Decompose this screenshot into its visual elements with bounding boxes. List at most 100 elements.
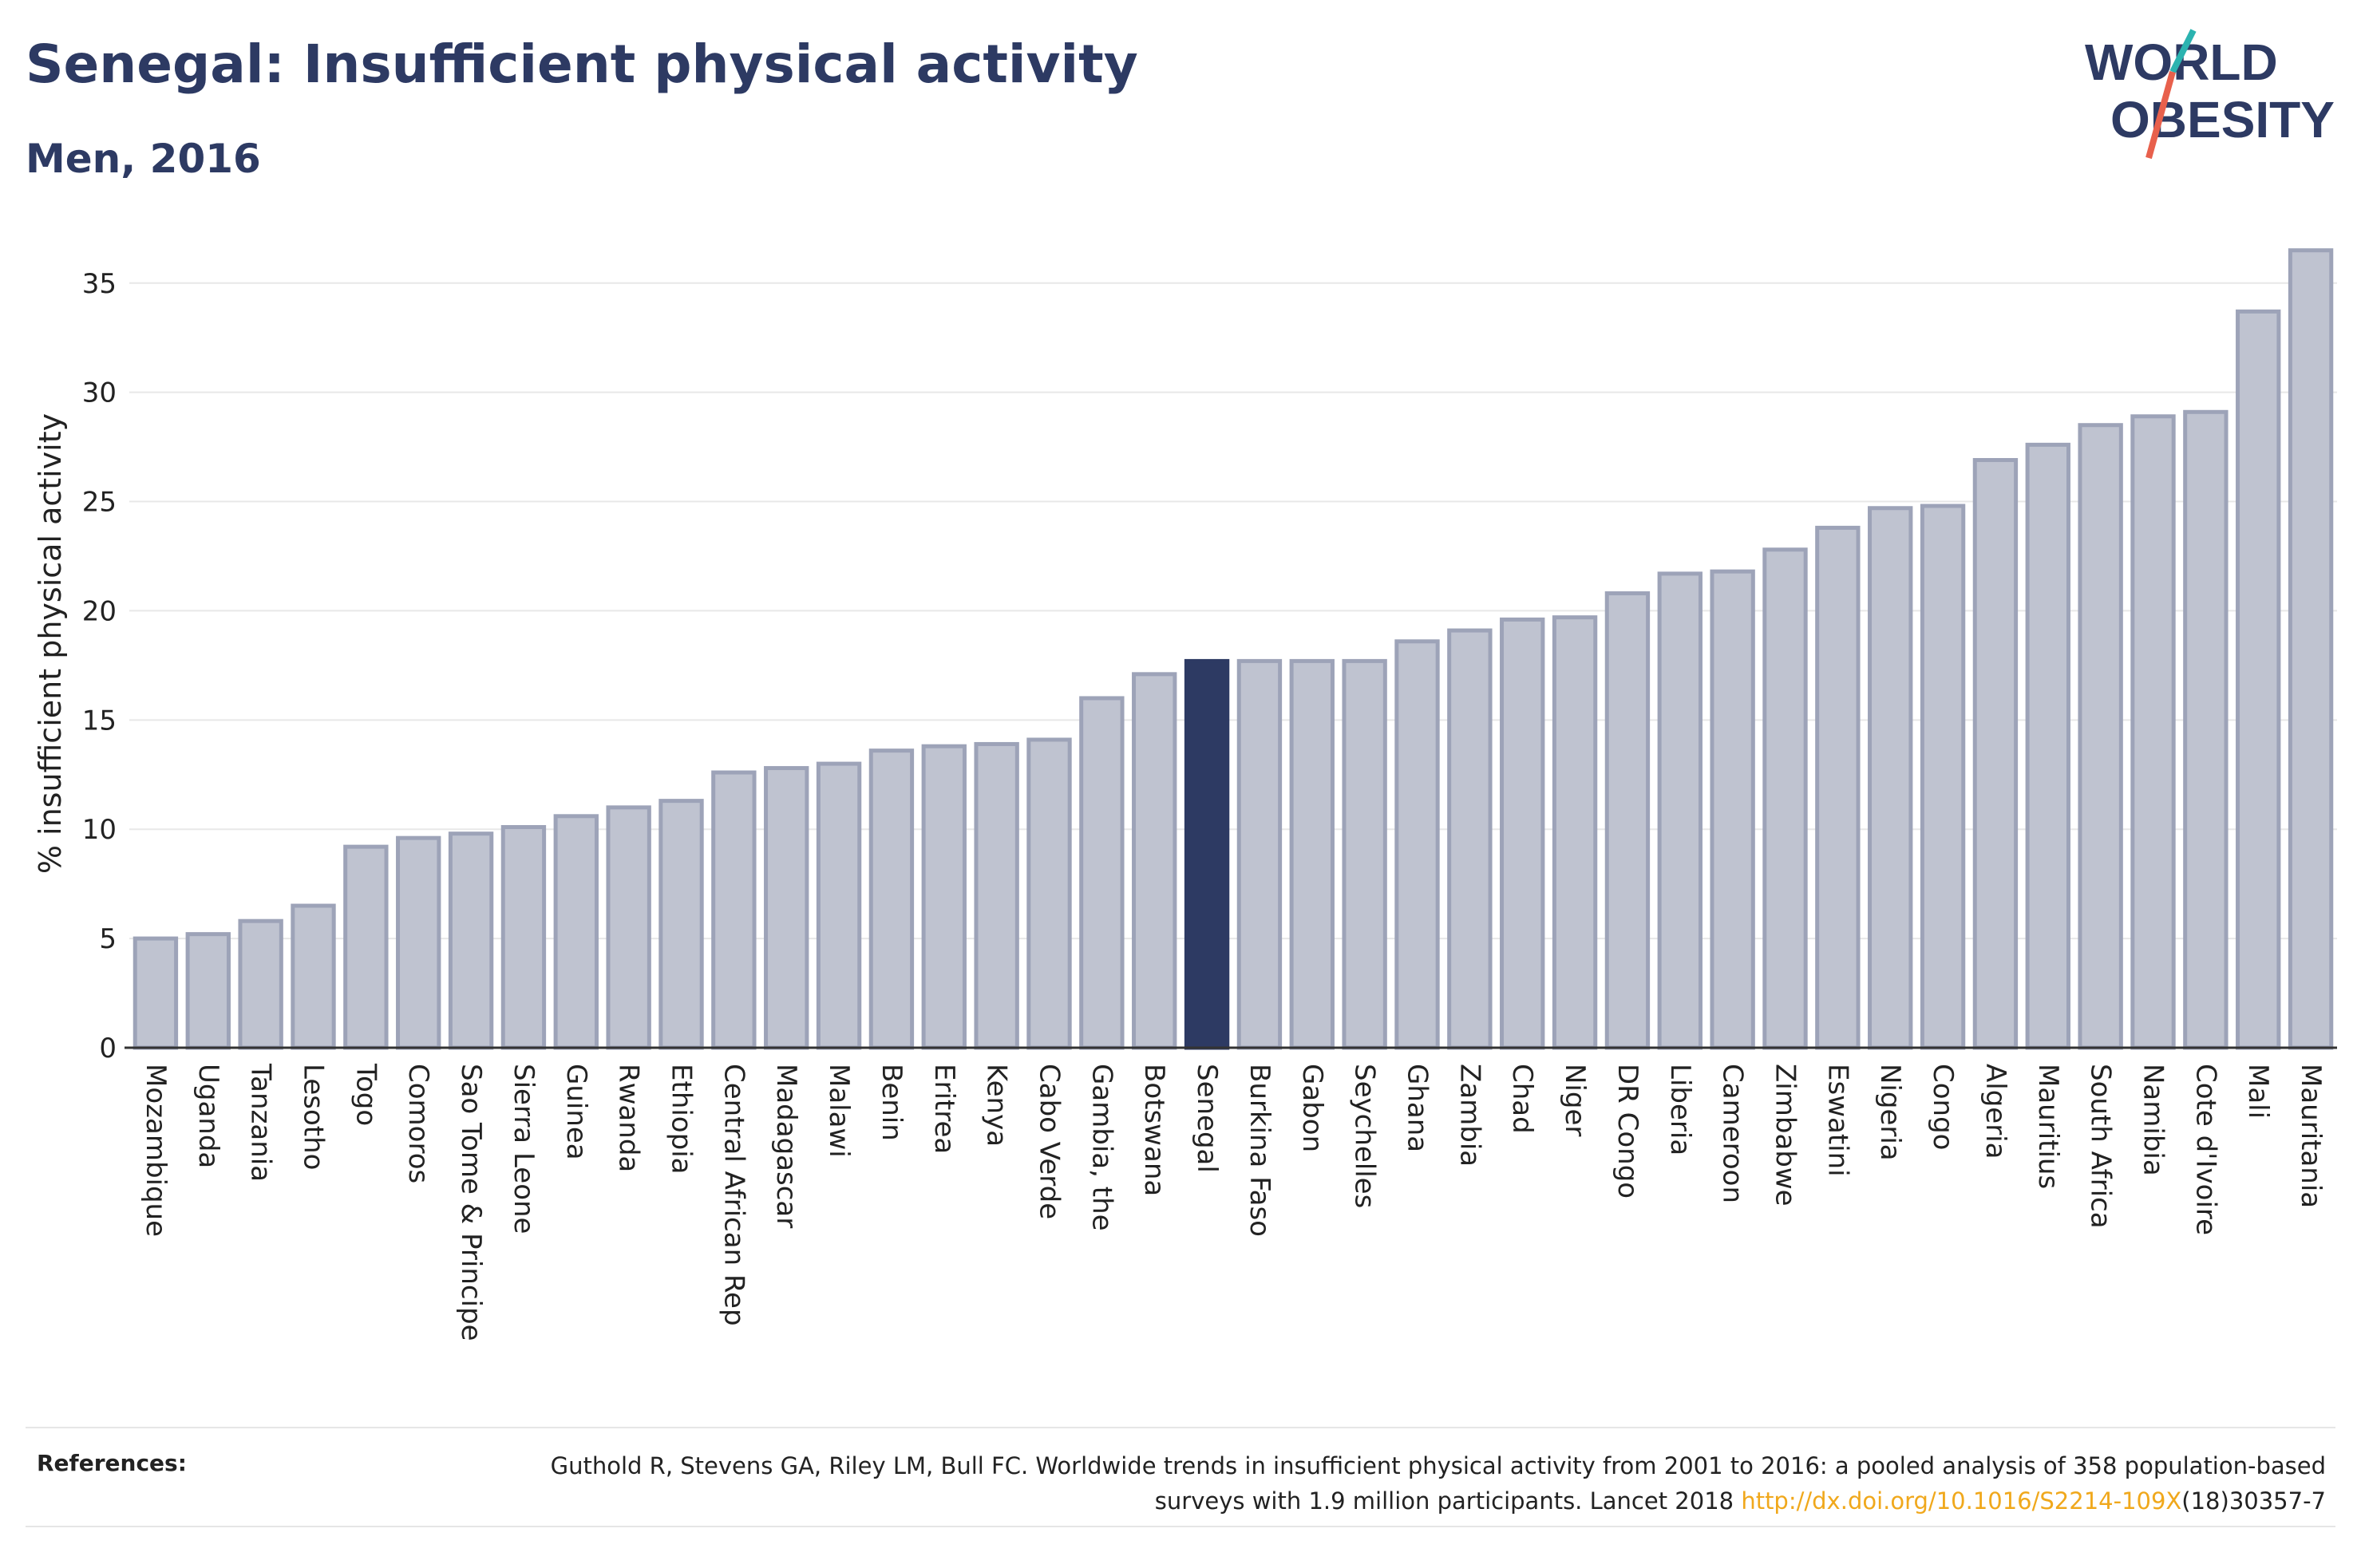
bar	[1552, 615, 1598, 1050]
x-tick-label: Benin	[876, 1064, 908, 1141]
bar	[2025, 442, 2070, 1050]
bar	[2288, 248, 2334, 1050]
x-tick-label: Mozambique	[140, 1064, 172, 1237]
bar	[1657, 571, 1703, 1050]
x-tick-label: Nigeria	[1874, 1064, 1906, 1161]
x-tick-label: DR Congo	[1612, 1064, 1643, 1199]
bar	[1500, 617, 1545, 1050]
bar	[396, 835, 441, 1050]
references-label: References:	[37, 1450, 187, 1476]
bar	[500, 824, 547, 1050]
bar	[816, 761, 862, 1050]
bar	[448, 831, 494, 1050]
x-tick-label: Zambia	[1453, 1064, 1485, 1167]
references-citation: Guthold R, Stevens GA, Riley LM, Bull FC…	[550, 1452, 2326, 1515]
y-tick-label: 35	[82, 268, 117, 300]
x-tick-label: Sao Tome & Principe	[455, 1064, 487, 1341]
x-tick-label: Madagascar	[770, 1064, 802, 1228]
y-tick-label: 0	[99, 1033, 117, 1064]
bar	[1972, 458, 2019, 1050]
bar	[658, 799, 704, 1050]
bar	[2130, 414, 2176, 1050]
x-tick-label: Eswatini	[1821, 1064, 1853, 1177]
x-tick-label: Algeria	[1979, 1064, 2011, 1159]
x-tick-label: Niger	[1559, 1064, 1591, 1136]
x-tick-label: Sierra Leone	[508, 1064, 540, 1234]
logo-text-obesity: OBESITY	[2110, 91, 2335, 148]
x-tick-label: Cameroon	[1717, 1064, 1749, 1203]
y-tick-label: 20	[82, 595, 117, 627]
bar	[185, 932, 231, 1050]
bar	[1868, 506, 1913, 1050]
bar	[291, 903, 336, 1050]
bar	[1289, 658, 1335, 1050]
x-tick-label: Rwanda	[613, 1064, 645, 1172]
bar	[1762, 547, 1808, 1050]
references-divider-top	[26, 1427, 2335, 1428]
x-tick-label: Central African Rep	[718, 1064, 749, 1326]
references-doi-link[interactable]: http://dx.doi.org/10.1016/S2214-109X	[1741, 1487, 2182, 1515]
x-tick-label: Zimbabwe	[1770, 1064, 1801, 1207]
x-tick-label: Ethiopia	[666, 1064, 698, 1174]
x-tick-label: Liberia	[1664, 1064, 1696, 1155]
x-tick-label: Tanzania	[245, 1063, 277, 1182]
bar	[2078, 423, 2123, 1050]
y-tick-label: 15	[82, 705, 117, 737]
logo-text-world: WORLD	[2085, 34, 2278, 91]
x-tick-label: Togo	[350, 1063, 382, 1126]
bar	[343, 844, 389, 1050]
x-tick-label: Gambia, the	[1086, 1064, 1117, 1231]
bar	[868, 748, 915, 1050]
x-tick-label: Mali	[2242, 1064, 2274, 1119]
chart-title: Senegal: Insufficient physical activity	[26, 34, 1138, 95]
bar	[1026, 737, 1072, 1050]
bar	[921, 744, 967, 1050]
bar	[1447, 628, 1493, 1050]
x-tick-label: Mauritius	[2032, 1064, 2064, 1189]
bar	[1079, 696, 1125, 1050]
x-tick-label: Uganda	[192, 1064, 224, 1168]
x-tick-label: Chad	[1506, 1064, 1538, 1134]
bar	[1920, 504, 1966, 1050]
logo-slash-teal	[2169, 29, 2197, 73]
x-tick-label: Guinea	[560, 1064, 592, 1160]
x-tick-label: Lesotho	[298, 1064, 330, 1170]
bar	[711, 770, 757, 1050]
x-tick-label: Gabon	[1296, 1064, 1328, 1152]
references-citation-suffix: (18)30357-7	[2181, 1487, 2326, 1515]
x-tick-label: Comoros	[402, 1064, 434, 1183]
references-text: Guthold R, Stevens GA, Riley LM, Bull FC…	[490, 1448, 2326, 1519]
x-tick-label: South Africa	[2085, 1064, 2117, 1229]
x-tick-label: Mauritania	[2295, 1064, 2327, 1208]
bar	[974, 741, 1019, 1050]
bar-highlighted	[1184, 658, 1230, 1050]
x-tick-label: Congo	[1927, 1064, 1959, 1150]
x-tick-label: Seychelles	[1349, 1064, 1381, 1208]
bar-chart: 0 5 10 15 20 25 30 35 % insufficient physical ac…	[33, 248, 2337, 1341]
bar	[606, 805, 651, 1050]
x-tick-label: Namibia	[2138, 1064, 2169, 1176]
x-tick-label: Senegal	[1191, 1064, 1223, 1173]
x-tick-label: Ghana	[1402, 1064, 1434, 1152]
y-tick-label: 25	[82, 487, 117, 519]
chart-subtitle: Men, 2016	[26, 136, 261, 182]
x-tick-label: Malawi	[823, 1064, 855, 1158]
bar	[1132, 672, 1177, 1050]
bar	[764, 766, 809, 1050]
y-tick-label: 10	[82, 814, 117, 846]
bar	[1710, 569, 1755, 1050]
bar	[553, 814, 599, 1050]
y-tick-label: 30	[82, 377, 117, 409]
bar	[1236, 658, 1283, 1050]
x-tick-label: Eritrea	[928, 1064, 960, 1154]
bar	[1815, 525, 1861, 1050]
bar	[2236, 309, 2281, 1050]
bar	[238, 918, 283, 1050]
bar	[1394, 639, 1440, 1050]
bar	[1604, 591, 1651, 1050]
logo-slash-coral	[2145, 70, 2176, 160]
y-axis-label: % insufficient physical activity	[33, 413, 68, 874]
bar	[2183, 409, 2229, 1050]
x-tick-label: Cote d'Ivoire	[2189, 1064, 2221, 1235]
bar	[132, 936, 179, 1050]
